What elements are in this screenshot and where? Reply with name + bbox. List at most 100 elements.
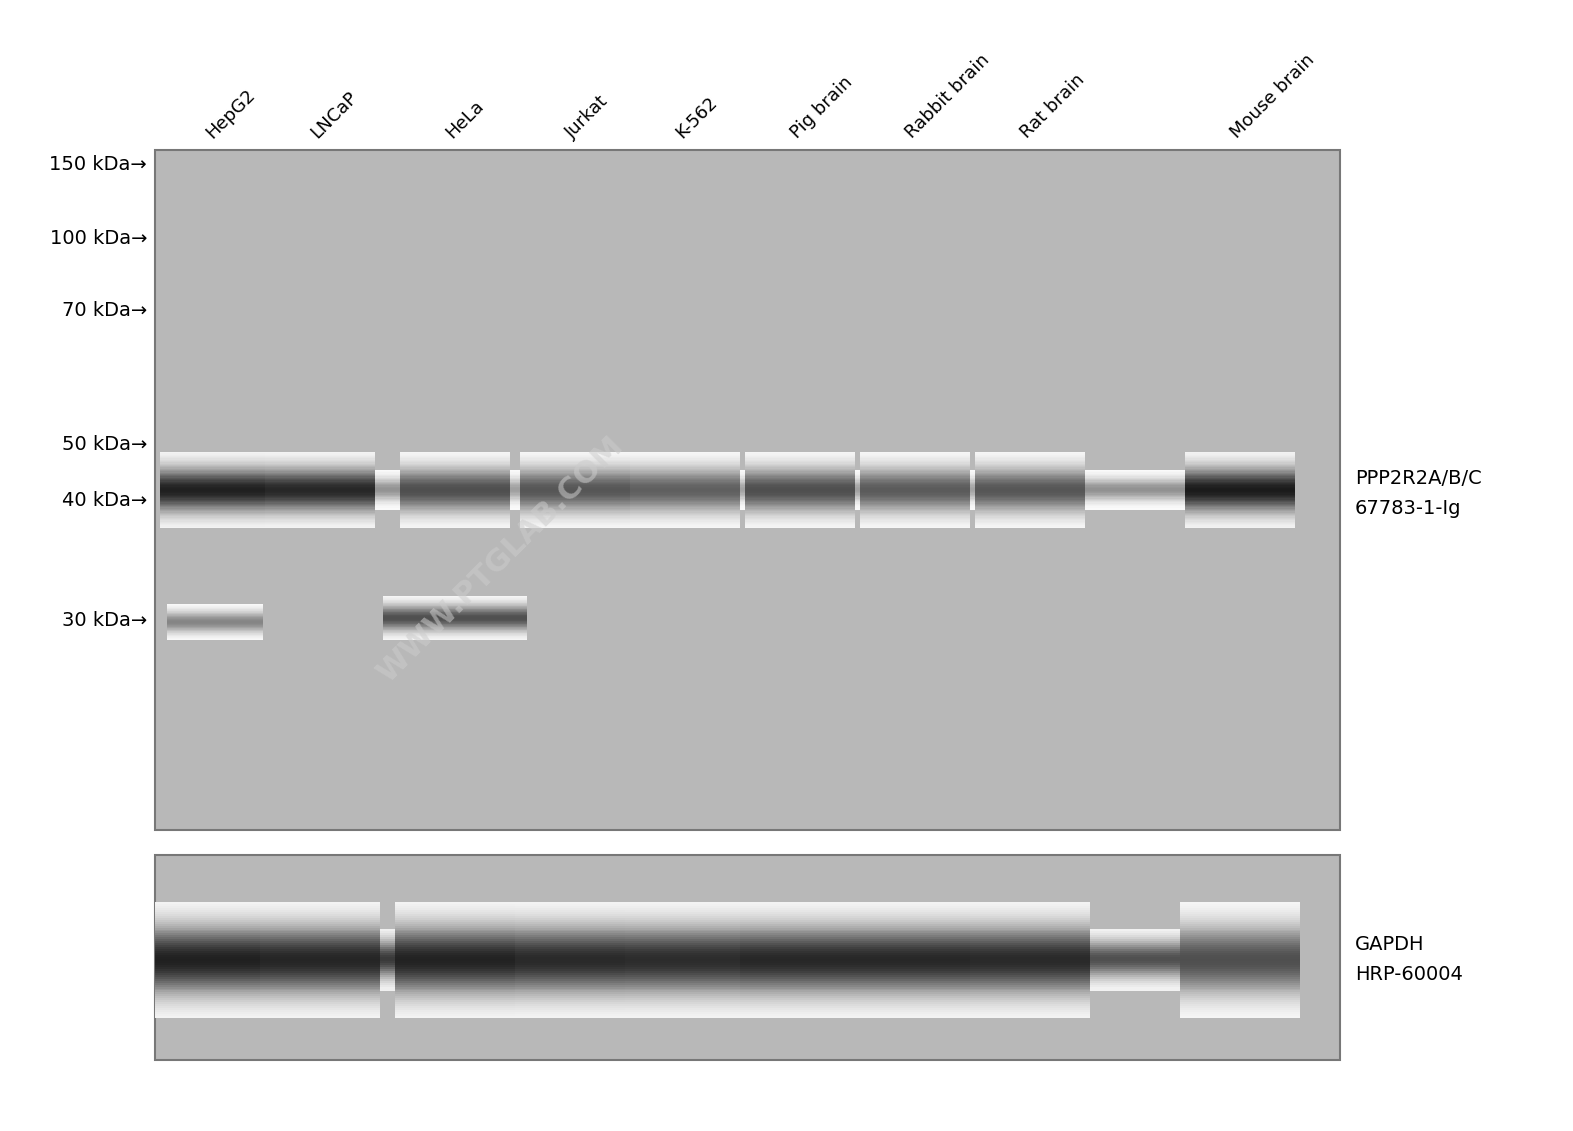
Text: WWW.PTGLAB.COM: WWW.PTGLAB.COM: [371, 432, 629, 689]
Text: PPP2R2A/B/C: PPP2R2A/B/C: [1354, 468, 1482, 487]
Bar: [860, 511, 971, 512]
Bar: [374, 503, 400, 507]
Bar: [860, 463, 971, 464]
Bar: [160, 498, 271, 499]
Bar: [260, 953, 381, 955]
Bar: [860, 489, 971, 490]
Bar: [746, 490, 856, 491]
Bar: [260, 967, 381, 969]
Bar: [971, 481, 975, 483]
Bar: [739, 943, 860, 946]
Bar: [860, 456, 971, 457]
Bar: [624, 932, 746, 933]
Bar: [264, 501, 374, 502]
Bar: [1090, 938, 1180, 941]
Bar: [624, 994, 746, 996]
Bar: [381, 972, 395, 975]
Bar: [971, 922, 1090, 924]
Bar: [624, 935, 746, 938]
Bar: [395, 991, 514, 992]
Bar: [264, 499, 374, 500]
Bar: [400, 527, 510, 528]
Bar: [1184, 504, 1295, 506]
Bar: [624, 938, 746, 940]
Bar: [860, 480, 971, 481]
Bar: [1180, 943, 1299, 946]
Bar: [160, 515, 271, 517]
Bar: [381, 951, 395, 955]
Bar: [514, 973, 635, 975]
Bar: [1085, 485, 1184, 487]
Bar: [856, 924, 975, 925]
Bar: [1180, 914, 1299, 916]
Bar: [1090, 987, 1180, 991]
Bar: [975, 510, 1085, 511]
Bar: [971, 489, 975, 491]
Bar: [856, 502, 860, 506]
Bar: [856, 999, 975, 1000]
Bar: [971, 485, 975, 487]
Bar: [156, 991, 275, 992]
Bar: [156, 943, 275, 946]
Bar: [739, 1000, 860, 1002]
Bar: [521, 461, 631, 463]
Bar: [971, 930, 1090, 932]
Bar: [400, 490, 510, 491]
Text: 50 kDa→: 50 kDa→: [61, 435, 146, 455]
Bar: [971, 903, 1090, 904]
Bar: [739, 940, 860, 941]
Bar: [975, 477, 1085, 480]
Bar: [971, 473, 975, 475]
Bar: [156, 932, 275, 933]
Bar: [1090, 967, 1180, 970]
Bar: [860, 494, 971, 495]
Bar: [264, 474, 374, 475]
Bar: [514, 953, 635, 955]
Text: 67783-1-Ig: 67783-1-Ig: [1354, 499, 1461, 518]
Bar: [975, 485, 1085, 486]
Bar: [395, 943, 514, 946]
Bar: [856, 983, 975, 985]
Bar: [856, 938, 975, 940]
Bar: [374, 502, 400, 506]
Bar: [971, 1012, 1090, 1015]
Bar: [746, 475, 856, 476]
Bar: [631, 515, 739, 517]
Bar: [624, 927, 746, 930]
Bar: [856, 916, 975, 917]
Bar: [631, 508, 739, 509]
Bar: [264, 463, 374, 464]
Bar: [624, 1002, 746, 1004]
Bar: [160, 455, 271, 456]
Bar: [975, 475, 1085, 476]
Bar: [746, 477, 856, 480]
Bar: [624, 933, 746, 935]
Bar: [160, 500, 271, 501]
Bar: [856, 933, 975, 935]
Bar: [510, 476, 521, 478]
Bar: [514, 955, 635, 957]
Bar: [395, 961, 514, 962]
Bar: [1180, 941, 1299, 943]
Bar: [624, 951, 746, 953]
Bar: [975, 483, 1085, 484]
Bar: [971, 967, 1090, 969]
Bar: [746, 489, 856, 490]
Bar: [739, 501, 746, 503]
Bar: [971, 992, 1090, 994]
Bar: [971, 938, 1090, 940]
Bar: [395, 940, 514, 941]
Bar: [160, 503, 271, 504]
Bar: [860, 509, 971, 510]
Bar: [264, 472, 374, 473]
Bar: [631, 500, 739, 501]
Bar: [156, 1004, 275, 1007]
Bar: [631, 476, 739, 477]
Bar: [856, 917, 975, 920]
Bar: [1184, 499, 1295, 500]
Bar: [264, 452, 374, 454]
Bar: [395, 920, 514, 922]
Bar: [521, 474, 631, 475]
Bar: [971, 955, 1090, 957]
Bar: [624, 978, 746, 981]
